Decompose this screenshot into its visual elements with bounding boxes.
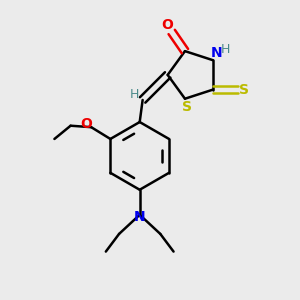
Text: H: H (130, 88, 139, 101)
Text: N: N (211, 46, 223, 60)
Text: H: H (220, 43, 230, 56)
Text: N: N (134, 210, 146, 224)
Text: S: S (239, 82, 249, 97)
Text: O: O (80, 117, 92, 130)
Text: O: O (161, 18, 172, 32)
Text: S: S (182, 100, 192, 114)
